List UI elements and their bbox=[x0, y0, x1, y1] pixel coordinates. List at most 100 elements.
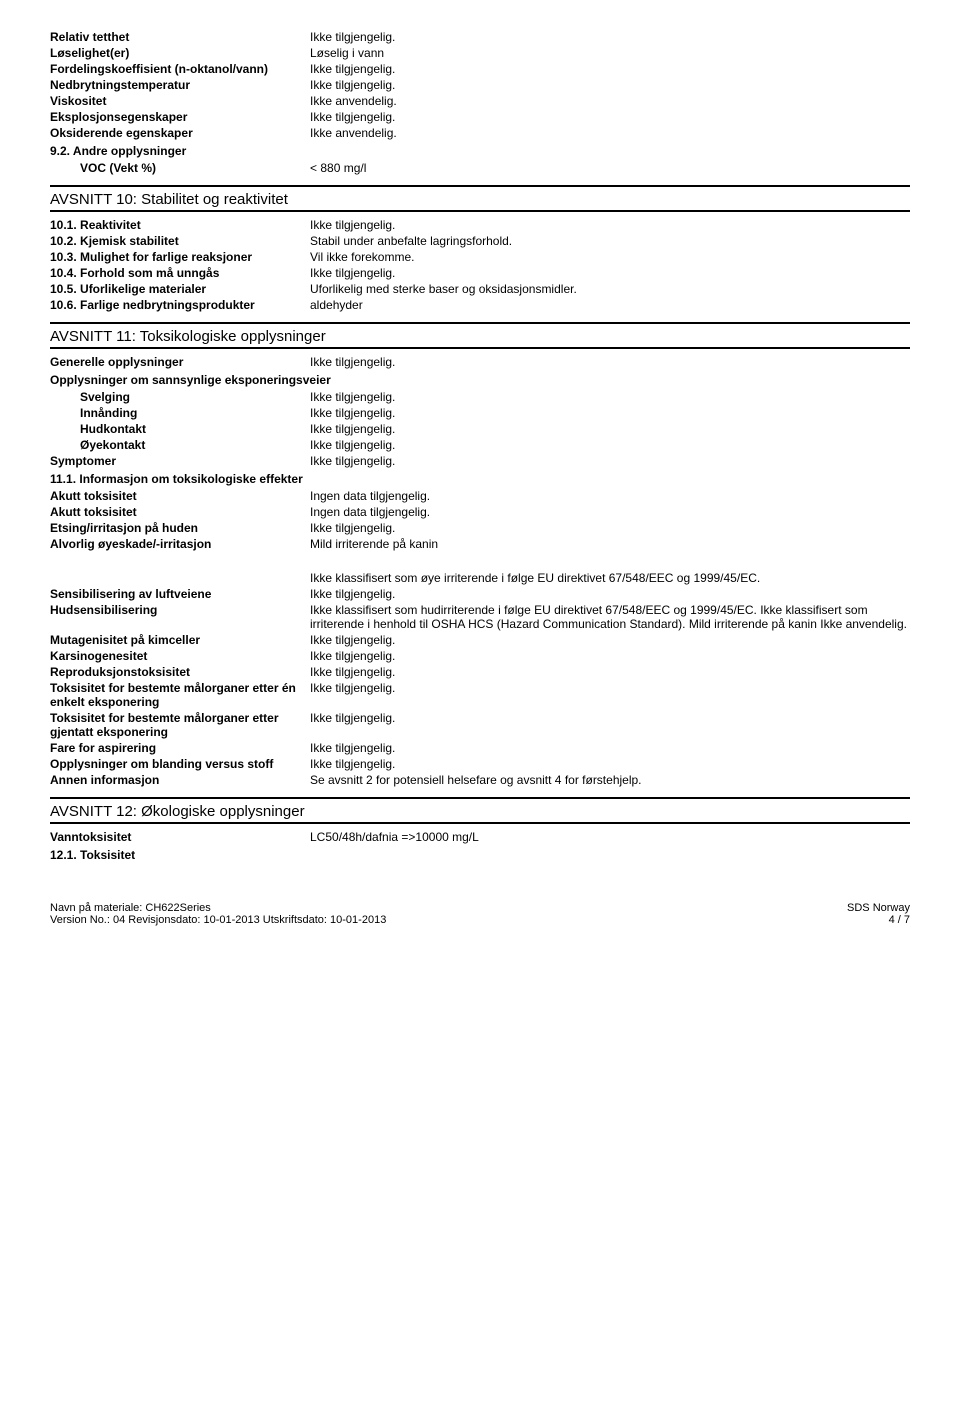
prop-value: Ikke tilgjengelig. bbox=[310, 711, 910, 739]
section-12-header: AVSNITT 12: Økologiske opplysninger bbox=[50, 797, 910, 824]
prop-row: 10.2. Kjemisk stabilitet Stabil under an… bbox=[50, 234, 910, 248]
prop-row: Etsing/irritasjon på huden Ikke tilgjeng… bbox=[50, 521, 910, 535]
footer-version-line: Version No.: 04 Revisjonsdato: 10-01-201… bbox=[50, 914, 386, 926]
prop-row: Fordelingskoeffisient (n-oktanol/vann) I… bbox=[50, 62, 910, 76]
section-9-props: Relativ tetthet Ikke tilgjengelig. Løsel… bbox=[50, 30, 910, 140]
footer-material-name: Navn på materiale: CH622Series bbox=[50, 902, 386, 914]
prop-row: Akutt toksisitet Ingen data tilgjengelig… bbox=[50, 489, 910, 503]
prop-value: Vil ikke forekomme. bbox=[310, 250, 910, 264]
prop-label: Nedbrytningstemperatur bbox=[50, 78, 310, 92]
prop-value: Stabil under anbefalte lagringsforhold. bbox=[310, 234, 910, 248]
subsection-9-2: 9.2. Andre opplysninger bbox=[50, 144, 910, 158]
prop-label: Øyekontakt bbox=[50, 438, 310, 452]
prop-value: Ikke tilgjengelig. bbox=[310, 62, 910, 76]
prop-row: Øyekontakt Ikke tilgjengelig. bbox=[50, 438, 910, 452]
prop-row: Oksiderende egenskaper Ikke anvendelig. bbox=[50, 126, 910, 140]
prop-value: Ikke tilgjengelig. bbox=[310, 757, 910, 771]
prop-value: LC50/48h/dafnia =>10000 mg/L bbox=[310, 830, 910, 844]
prop-value: Se avsnitt 2 for potensiell helsefare og… bbox=[310, 773, 910, 787]
prop-label: Viskositet bbox=[50, 94, 310, 108]
prop-label: 10.1. Reaktivitet bbox=[50, 218, 310, 232]
prop-label: Generelle opplysninger bbox=[50, 355, 310, 369]
prop-label: Svelging bbox=[50, 390, 310, 404]
section-10-rows: 10.1. Reaktivitet Ikke tilgjengelig. 10.… bbox=[50, 218, 910, 312]
prop-row: VOC (Vekt %) < 880 mg/l bbox=[50, 161, 910, 175]
prop-value: Løselig i vann bbox=[310, 46, 910, 60]
prop-label: 10.6. Farlige nedbrytningsprodukter bbox=[50, 298, 310, 312]
prop-row: Vanntoksisitet LC50/48h/dafnia =>10000 m… bbox=[50, 830, 910, 844]
prop-value: Ikke tilgjengelig. bbox=[310, 110, 910, 124]
prop-row: Mutagenisitet på kimceller Ikke tilgjeng… bbox=[50, 633, 910, 647]
subsection-12-1: 12.1. Toksisitet bbox=[50, 848, 910, 862]
prop-label: VOC (Vekt %) bbox=[50, 161, 310, 175]
prop-value: Ikke tilgjengelig. bbox=[310, 521, 910, 535]
prop-label: Løselighet(er) bbox=[50, 46, 310, 60]
prop-row: 10.1. Reaktivitet Ikke tilgjengelig. bbox=[50, 218, 910, 232]
prop-label: Toksisitet for bestemte målorganer etter… bbox=[50, 711, 310, 739]
prop-row: Annen informasjon Se avsnitt 2 for poten… bbox=[50, 773, 910, 787]
more-tox-rows: Sensibilisering av luftveiene Ikke tilgj… bbox=[50, 587, 910, 787]
prop-label: Alvorlig øyeskade/-irritasjon bbox=[50, 537, 310, 551]
prop-label: Hudsensibilisering bbox=[50, 603, 310, 631]
section-10-header: AVSNITT 10: Stabilitet og reaktivitet bbox=[50, 185, 910, 212]
prop-row: Toksisitet for bestemte målorganer etter… bbox=[50, 681, 910, 709]
prop-row: Toksisitet for bestemte målorganer etter… bbox=[50, 711, 910, 739]
prop-label: Sensibilisering av luftveiene bbox=[50, 587, 310, 601]
prop-row: Akutt toksisitet Ingen data tilgjengelig… bbox=[50, 505, 910, 519]
subsection-11-1: 11.1. Informasjon om toksikologiske effe… bbox=[50, 472, 910, 486]
prop-value: aldehyder bbox=[310, 298, 910, 312]
prop-label: 10.4. Forhold som må unngås bbox=[50, 266, 310, 280]
prop-row: Eksplosjonsegenskaper Ikke tilgjengelig. bbox=[50, 110, 910, 124]
prop-label: Eksplosjonsegenskaper bbox=[50, 110, 310, 124]
tox-rows: Akutt toksisitet Ingen data tilgjengelig… bbox=[50, 489, 910, 551]
standalone-note-row: Ikke klassifisert som øye irriterende i … bbox=[50, 571, 910, 585]
prop-row: Karsinogenesitet Ikke tilgjengelig. bbox=[50, 649, 910, 663]
prop-value: Ikke anvendelig. bbox=[310, 94, 910, 108]
prop-value: Ikke tilgjengelig. bbox=[310, 741, 910, 755]
prop-label: Relativ tetthet bbox=[50, 30, 310, 44]
prop-row: Svelging Ikke tilgjengelig. bbox=[50, 390, 910, 404]
prop-value: Ikke anvendelig. bbox=[310, 126, 910, 140]
prop-row: Relativ tetthet Ikke tilgjengelig. bbox=[50, 30, 910, 44]
prop-row: Reproduksjonstoksisitet Ikke tilgjengeli… bbox=[50, 665, 910, 679]
prop-value: Ikke tilgjengelig. bbox=[310, 681, 910, 709]
prop-value: Ingen data tilgjengelig. bbox=[310, 489, 910, 503]
page-footer: Navn på materiale: CH622Series Version N… bbox=[50, 902, 910, 926]
prop-value: Ikke tilgjengelig. bbox=[310, 438, 910, 452]
prop-value: Ikke tilgjengelig. bbox=[310, 78, 910, 92]
prop-row: Hudkontakt Ikke tilgjengelig. bbox=[50, 422, 910, 436]
prop-value: Ikke tilgjengelig. bbox=[310, 454, 910, 468]
prop-value: Ikke klassifisert som hudirriterende i f… bbox=[310, 603, 910, 631]
prop-row: Sensibilisering av luftveiene Ikke tilgj… bbox=[50, 587, 910, 601]
prop-label: 10.2. Kjemisk stabilitet bbox=[50, 234, 310, 248]
empty-label bbox=[50, 571, 310, 585]
prop-row: Symptomer Ikke tilgjengelig. bbox=[50, 454, 910, 468]
prop-value: Ikke tilgjengelig. bbox=[310, 665, 910, 679]
prop-value: < 880 mg/l bbox=[310, 161, 910, 175]
prop-label: Symptomer bbox=[50, 454, 310, 468]
prop-row: Generelle opplysninger Ikke tilgjengelig… bbox=[50, 355, 910, 369]
prop-value: Ikke tilgjengelig. bbox=[310, 390, 910, 404]
prop-value: Ikke tilgjengelig. bbox=[310, 218, 910, 232]
prop-label: Innånding bbox=[50, 406, 310, 420]
prop-value: Ikke tilgjengelig. bbox=[310, 30, 910, 44]
footer-right: SDS Norway 4 / 7 bbox=[847, 902, 910, 926]
prop-value: Ikke tilgjengelig. bbox=[310, 422, 910, 436]
prop-label: Vanntoksisitet bbox=[50, 830, 310, 844]
prop-row: 10.3. Mulighet for farlige reaksjoner Vi… bbox=[50, 250, 910, 264]
prop-row: 10.4. Forhold som må unngås Ikke tilgjen… bbox=[50, 266, 910, 280]
standalone-note: Ikke klassifisert som øye irriterende i … bbox=[310, 571, 910, 585]
prop-row: 10.5. Uforlikelige materialer Uforlikeli… bbox=[50, 282, 910, 296]
prop-label: Opplysninger om blanding versus stoff bbox=[50, 757, 310, 771]
prop-label: Fare for aspirering bbox=[50, 741, 310, 755]
prop-row: Alvorlig øyeskade/-irritasjon Mild irrit… bbox=[50, 537, 910, 551]
prop-label: Mutagenisitet på kimceller bbox=[50, 633, 310, 647]
prop-label: Akutt toksisitet bbox=[50, 505, 310, 519]
exposure-rows: Svelging Ikke tilgjengelig. Innånding Ik… bbox=[50, 390, 910, 452]
prop-label: Oksiderende egenskaper bbox=[50, 126, 310, 140]
prop-label: 10.3. Mulighet for farlige reaksjoner bbox=[50, 250, 310, 264]
prop-row: Nedbrytningstemperatur Ikke tilgjengelig… bbox=[50, 78, 910, 92]
prop-label: Akutt toksisitet bbox=[50, 489, 310, 503]
prop-value: Ikke tilgjengelig. bbox=[310, 587, 910, 601]
prop-row: Innånding Ikke tilgjengelig. bbox=[50, 406, 910, 420]
